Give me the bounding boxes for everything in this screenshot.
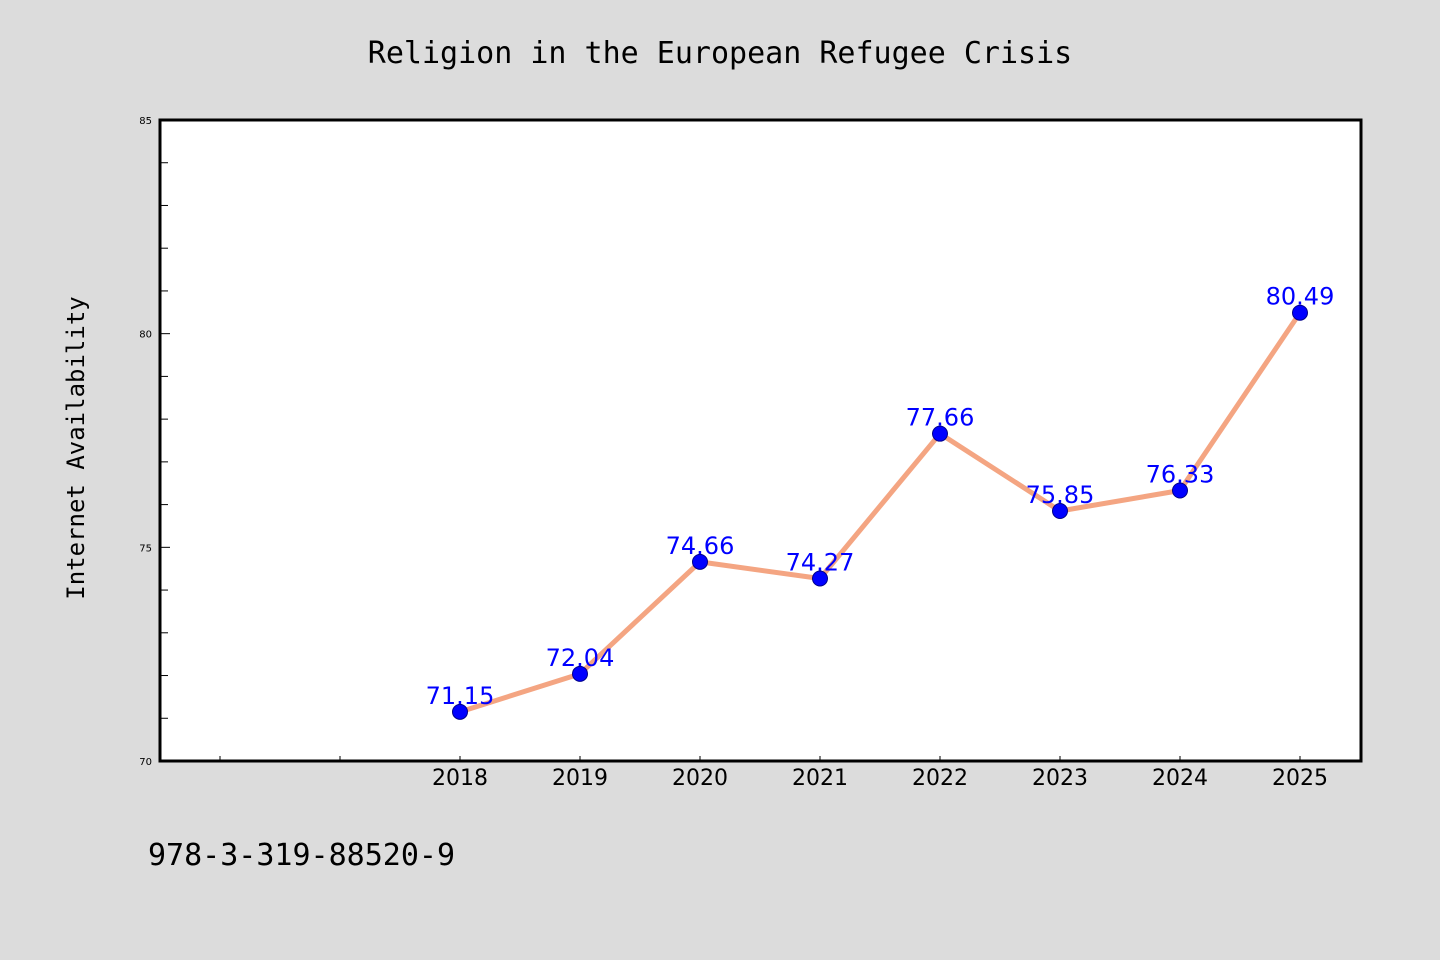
x-tick-label: 2024 [1152, 766, 1208, 791]
data-label: 77.66 [906, 404, 975, 432]
data-label: 72.04 [546, 644, 615, 672]
x-tick-label: 2022 [912, 766, 968, 791]
y-tick-label: 85 [139, 116, 152, 127]
x-tick-label: 2025 [1272, 766, 1328, 791]
data-point [812, 570, 828, 587]
data-label: 80.49 [1266, 283, 1335, 311]
data-label: 71.15 [426, 682, 495, 710]
data-point [572, 665, 588, 682]
y-tick-labels: 70 75 80 85 [139, 116, 152, 768]
plot-area [158, 118, 1363, 763]
footer-code: 978-3-319-88520-9 [148, 838, 455, 873]
x-tick-label: 2019 [552, 766, 608, 791]
y-tick-label: 75 [139, 543, 152, 554]
data-point [692, 553, 708, 570]
x-ticks [219, 756, 1301, 761]
y-axis-label: Internet Availability [62, 296, 90, 599]
x-tick-label: 2018 [432, 766, 488, 791]
data-point [1172, 482, 1188, 499]
data-label: 75.85 [1026, 481, 1095, 509]
x-tick-labels: 2018 2019 2020 2021 2022 2023 2024 2025 [432, 766, 1328, 791]
y-tick-label: 70 [139, 757, 152, 768]
data-point [1292, 304, 1308, 321]
x-tick-label: 2021 [792, 766, 848, 791]
data-label: 74.66 [666, 532, 735, 560]
data-point [452, 703, 468, 720]
data-label: 74.27 [786, 549, 855, 577]
data-labels: 71.15 72.04 74.66 74.27 77.66 75.85 76.33 80.49 [426, 283, 1335, 710]
chart-title: Religion in the European Refugee Crisis [368, 36, 1072, 71]
series-line [457, 310, 1303, 715]
y-minor-ticks [160, 162, 168, 719]
data-label: 76.33 [1146, 460, 1215, 488]
x-tick-label: 2020 [672, 766, 728, 791]
x-tick-label: 2023 [1032, 766, 1088, 791]
data-point [1052, 503, 1068, 520]
y-tick-label: 80 [139, 330, 152, 341]
y-major-ticks [160, 119, 170, 762]
data-point [932, 425, 948, 442]
series-markers [452, 304, 1308, 720]
